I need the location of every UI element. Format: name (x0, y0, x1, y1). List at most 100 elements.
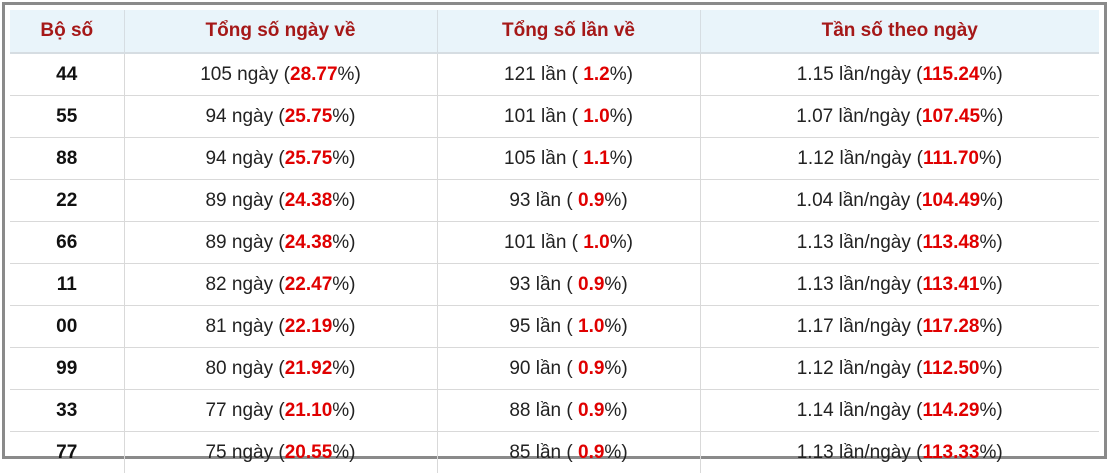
value-cell: 95 lần ( 1.0%) (437, 306, 700, 348)
percent: 107.45 (922, 106, 980, 127)
text: %) (604, 358, 627, 379)
text: %) (980, 232, 1003, 253)
text: %) (332, 106, 355, 127)
text: 93 lần ( (509, 190, 578, 211)
text: 121 lần ( (504, 64, 583, 85)
header-cell: Bộ số (10, 10, 124, 53)
text: 89 ngày ( (205, 190, 284, 211)
text: %) (604, 400, 627, 421)
percent: 1.0 (583, 232, 609, 253)
value-cell: 1.14 lần/ngày (114.29%) (700, 390, 1099, 432)
text: 80 ngày ( (205, 358, 284, 379)
value-cell: 105 lần ( 1.1%) (437, 138, 700, 180)
text: 105 ngày ( (200, 64, 290, 85)
value-cell: 1.15 lần/ngày (115.24%) (700, 53, 1099, 96)
text: 88 lần ( (509, 400, 578, 421)
value-cell: 82 ngày (22.47%) (124, 264, 437, 306)
percent: 25.75 (285, 106, 333, 127)
percent: 113.48 (922, 232, 979, 253)
text: 1.13 lần/ngày ( (797, 274, 923, 295)
value-cell: 77 ngày (21.10%) (124, 390, 437, 432)
percent: 0.9 (578, 358, 604, 379)
text: %) (980, 274, 1003, 295)
value-cell: 1.07 lần/ngày (107.45%) (700, 96, 1099, 138)
percent: 21.92 (285, 358, 333, 379)
percent: 113.41 (922, 274, 979, 295)
percent: 24.38 (285, 232, 333, 253)
text: 1.17 lần/ngày ( (797, 316, 923, 337)
value-cell: 1.04 lần/ngày (104.49%) (700, 180, 1099, 222)
text: %) (610, 148, 633, 169)
text: %) (332, 400, 355, 421)
percent: 113.33 (922, 442, 979, 463)
text: %) (332, 316, 355, 337)
text: 77 ngày ( (205, 400, 284, 421)
value-cell: 1.13 lần/ngày (113.41%) (700, 264, 1099, 306)
header-cell: Tổng số lần về (437, 10, 700, 53)
value-cell: 105 ngày (28.77%) (124, 53, 437, 96)
percent: 22.47 (285, 274, 333, 295)
value-cell: 1.17 lần/ngày (117.28%) (700, 306, 1099, 348)
text: %) (604, 442, 627, 463)
percent: 0.9 (578, 400, 604, 421)
text: %) (979, 148, 1002, 169)
text: %) (332, 232, 355, 253)
percent: 1.0 (578, 316, 604, 337)
text: 1.12 lần/ngày ( (797, 358, 923, 379)
percent: 111.70 (923, 148, 979, 169)
value-cell: 93 lần ( 0.9%) (437, 180, 700, 222)
text: %) (610, 64, 633, 85)
value-cell: 81 ngày (22.19%) (124, 306, 437, 348)
percent: 24.38 (285, 190, 333, 211)
text: 1.14 lần/ngày ( (797, 400, 923, 421)
text: %) (332, 190, 355, 211)
percent: 22.19 (285, 316, 333, 337)
text: %) (980, 400, 1003, 421)
text: %) (332, 274, 355, 295)
text: %) (610, 232, 633, 253)
value-cell: 94 ngày (25.75%) (124, 96, 437, 138)
text: 1.13 lần/ngày ( (797, 442, 923, 463)
text: %) (332, 148, 355, 169)
text: %) (604, 316, 627, 337)
percent: 21.10 (285, 400, 333, 421)
value-cell: 90 lần ( 0.9%) (437, 348, 700, 390)
text: 1.15 lần/ngày ( (797, 64, 923, 85)
percent: 0.9 (578, 442, 604, 463)
key-cell: 22 (10, 180, 124, 222)
text: %) (980, 442, 1003, 463)
value-cell: 1.13 lần/ngày (113.33%) (700, 432, 1099, 473)
text: %) (980, 64, 1003, 85)
text: 101 lần ( (504, 232, 583, 253)
text: %) (980, 358, 1003, 379)
text: %) (604, 190, 627, 211)
key-cell: 77 (10, 432, 124, 473)
percent: 20.55 (285, 442, 333, 463)
value-cell: 93 lần ( 0.9%) (437, 264, 700, 306)
value-cell: 1.13 lần/ngày (113.48%) (700, 222, 1099, 264)
percent: 1.1 (583, 148, 609, 169)
text: 1.07 lần/ngày ( (796, 106, 922, 127)
value-cell: 101 lần ( 1.0%) (437, 222, 700, 264)
key-cell: 55 (10, 96, 124, 138)
text: %) (980, 190, 1003, 211)
value-cell: 85 lần ( 0.9%) (437, 432, 700, 473)
text: 81 ngày ( (205, 316, 284, 337)
text: 85 lần ( (509, 442, 578, 463)
text: %) (980, 106, 1003, 127)
percent: 104.49 (922, 190, 980, 211)
text: %) (332, 358, 355, 379)
percent: 28.77 (290, 64, 338, 85)
text: %) (332, 442, 355, 463)
